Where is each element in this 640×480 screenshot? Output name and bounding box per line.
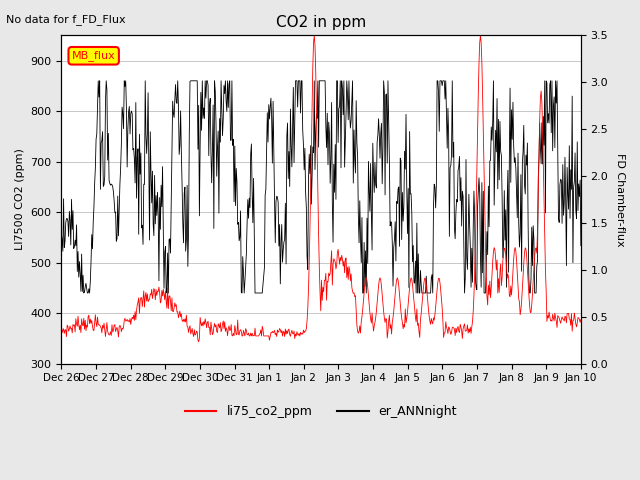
Text: MB_flux: MB_flux: [72, 50, 116, 61]
Y-axis label: FD Chamber-flux: FD Chamber-flux: [615, 153, 625, 246]
Text: No data for f_FD_Flux: No data for f_FD_Flux: [6, 14, 126, 25]
Legend: li75_co2_ppm, er_ANNnight: li75_co2_ppm, er_ANNnight: [180, 400, 462, 423]
Title: CO2 in ppm: CO2 in ppm: [276, 15, 366, 30]
Y-axis label: LI7500 CO2 (ppm): LI7500 CO2 (ppm): [15, 149, 25, 251]
